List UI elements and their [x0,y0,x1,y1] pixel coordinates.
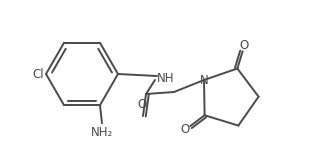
Text: NH₂: NH₂ [91,126,113,139]
Text: Cl: Cl [32,67,44,80]
Text: O: O [181,123,190,136]
Text: N: N [200,73,208,86]
Text: O: O [137,98,147,111]
Text: NH: NH [157,72,175,85]
Text: O: O [240,39,249,52]
